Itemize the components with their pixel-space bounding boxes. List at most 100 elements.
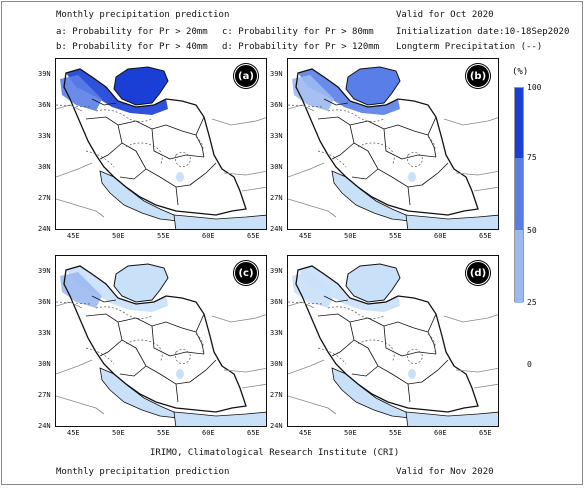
province-border — [349, 321, 369, 349]
lat-tick: 24N — [38, 422, 51, 430]
province-border — [383, 325, 403, 357]
legend-c-text: c: Probability for Pr > 80mm — [222, 27, 374, 37]
province-border — [367, 317, 415, 329]
map-panel-c: (c) — [55, 255, 267, 427]
neighbor-border — [288, 198, 337, 218]
longterm-contour — [427, 333, 436, 353]
neighbor-border — [56, 301, 83, 309]
iran-border — [295, 68, 479, 216]
panel-label-d: (d) — [466, 261, 490, 285]
longterm-contour — [195, 333, 204, 353]
province-border — [91, 295, 117, 303]
province-border — [99, 142, 123, 160]
colorbar-50 — [515, 230, 523, 303]
province-border — [383, 128, 403, 160]
colorbar-unit: (%) — [512, 67, 529, 77]
lon-tick: 65E — [247, 429, 260, 437]
neighbor-border — [56, 162, 93, 178]
lat-tick: 27N — [270, 391, 283, 399]
province-border — [421, 162, 449, 186]
province-border — [151, 128, 171, 160]
longterm-contour — [407, 152, 423, 168]
lat-tick: 36N — [38, 298, 51, 306]
north-probability-area — [66, 69, 168, 115]
province-border — [99, 339, 123, 357]
lon-tick: 45E — [67, 429, 80, 437]
footer-title: Monthly precipitation prediction — [56, 467, 230, 477]
province-border — [119, 365, 147, 377]
province-border — [351, 365, 379, 377]
neighbor-border — [455, 367, 498, 373]
neighbor-border — [288, 359, 325, 375]
lon-tick: 45E — [67, 232, 80, 240]
longterm-contour — [357, 142, 395, 166]
province-border — [135, 150, 161, 178]
lat-tick: 36N — [38, 101, 51, 109]
longterm-contour — [327, 306, 385, 319]
credit-line: IRIMO, Climatological Research Institute… — [150, 448, 400, 458]
neighbor-border — [211, 314, 266, 323]
map-panel-d: (d) — [287, 255, 499, 427]
province-border — [159, 176, 191, 188]
province-border — [169, 351, 205, 357]
lon-tick: 60E — [202, 429, 215, 437]
province-border — [323, 295, 349, 303]
longterm-contour — [95, 306, 153, 319]
neighbor-border — [223, 367, 266, 373]
east-probability-area — [176, 172, 184, 182]
lat-tick: 24N — [38, 225, 51, 233]
lon-tick: 65E — [479, 429, 492, 437]
province-border — [421, 359, 449, 383]
iran-border — [63, 68, 247, 216]
lon-tick: 60E — [202, 232, 215, 240]
lon-tick: 50E — [112, 429, 125, 437]
valid-for-label: Valid for Oct 2020 — [396, 10, 494, 20]
map-canvas — [56, 263, 266, 426]
lat-tick: 39N — [270, 267, 283, 275]
longterm-contour — [288, 301, 323, 305]
lat-tick: 39N — [38, 267, 51, 275]
province-border — [413, 130, 429, 136]
legend-a-text: a: Probability for Pr > 20mm — [56, 27, 208, 37]
north-probability-area — [298, 69, 400, 115]
longterm-contour — [125, 142, 163, 166]
lat-tick: 33N — [270, 329, 283, 337]
longterm-contour — [95, 109, 153, 122]
province-border — [391, 176, 423, 188]
longterm-contour — [288, 104, 323, 108]
province-border — [117, 321, 137, 349]
east-probability-area — [176, 369, 184, 379]
lat-tick: 30N — [38, 360, 51, 368]
province-border — [349, 124, 369, 152]
province-border — [159, 373, 191, 385]
northwest-probability-area — [60, 75, 102, 111]
province-border — [413, 327, 429, 333]
gulf-of-oman-region — [173, 214, 266, 229]
province-border — [391, 373, 423, 385]
colorbar-tick-25: 25 — [527, 298, 537, 307]
east-probability-area — [408, 172, 416, 182]
province-border — [351, 168, 379, 180]
province-border — [407, 383, 411, 403]
lat-tick: 33N — [270, 132, 283, 140]
province-border — [119, 168, 147, 180]
gulf-of-oman-region — [405, 214, 498, 229]
lon-tick: 65E — [479, 232, 492, 240]
footer-valid-for: Valid for Nov 2020 — [396, 467, 494, 477]
lon-tick: 50E — [344, 429, 357, 437]
longterm-contour — [427, 136, 436, 156]
province-border — [367, 150, 393, 178]
province-border — [135, 347, 161, 375]
map-canvas — [288, 66, 498, 229]
lat-tick: 24N — [270, 422, 283, 430]
longterm-contour — [317, 347, 347, 365]
province-border — [169, 154, 205, 160]
province-border — [317, 313, 369, 323]
caspian-sea — [113, 263, 169, 303]
lat-tick: 33N — [38, 132, 51, 140]
north-probability-area — [298, 266, 400, 312]
gulf-of-oman-region — [173, 411, 266, 426]
caspian-sea — [345, 263, 401, 303]
province-border — [367, 120, 415, 132]
neighbor-border — [241, 383, 266, 389]
